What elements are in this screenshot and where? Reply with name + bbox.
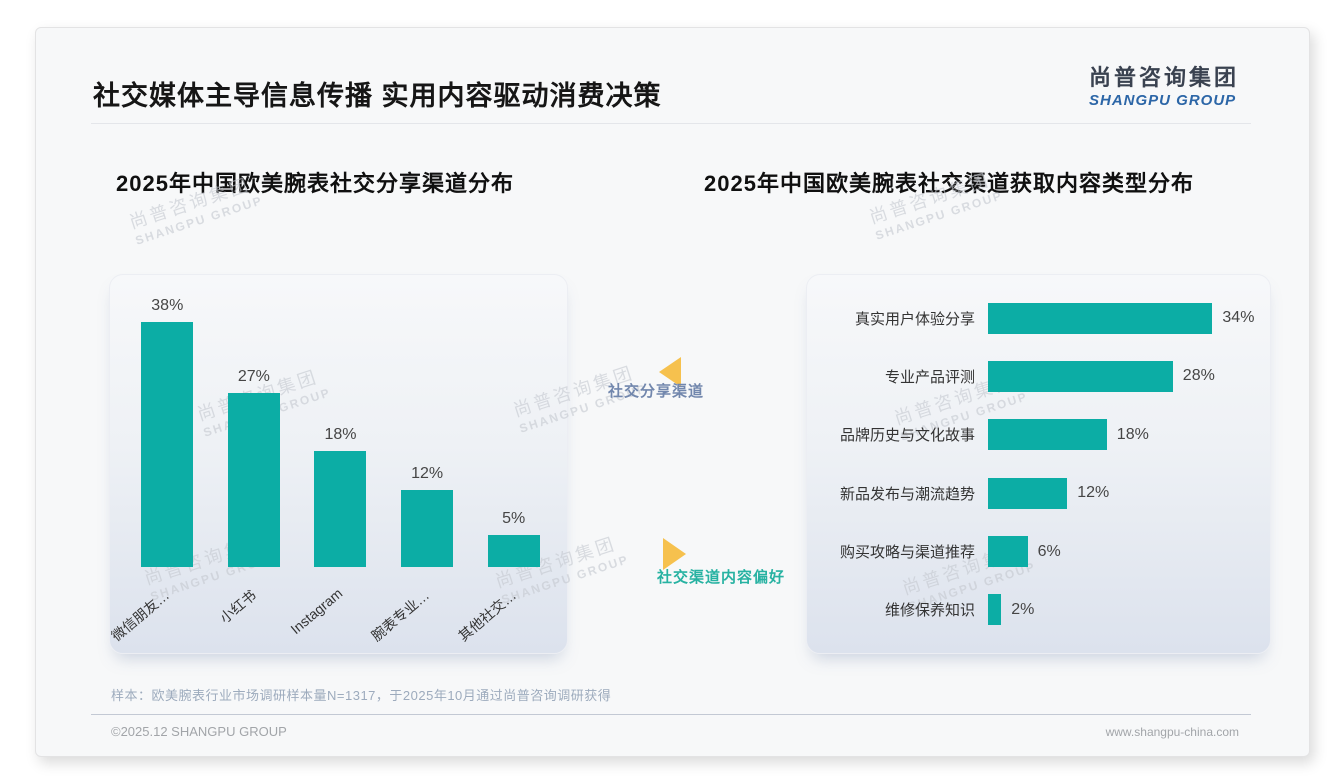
category-label: 小红书 (216, 586, 260, 627)
hbar (988, 594, 1002, 626)
content-preference-annotation: 社交渠道内容偏好 (657, 569, 786, 586)
hbar-value-label: 18% (1116, 425, 1149, 443)
hbar-value-label: 34% (1222, 309, 1255, 326)
arrow-left-icon (659, 357, 681, 387)
hbar (988, 302, 1213, 334)
bar-column: 38% (124, 297, 211, 567)
bar (141, 321, 194, 567)
bar-value-label: 18% (324, 425, 357, 443)
hbar-value-label: 12% (1077, 484, 1110, 502)
bar-value-label: 5% (502, 509, 526, 527)
hbar-value-label: 2% (1011, 600, 1035, 618)
category-cell: 腕表专业… (368, 577, 471, 655)
copyright-text: ©2025.12 SHANGPU GROUP (111, 724, 287, 739)
company-logo: 尚普咨询集团 SHANGPU GROUP (1089, 60, 1239, 109)
bar-column: 5% (470, 510, 557, 567)
hbar (988, 360, 1173, 392)
bar-value-label: 27% (237, 367, 270, 385)
hbar-label: 真实用户体验分享 (854, 310, 975, 328)
bar (314, 450, 367, 567)
category-label: 微信朋友… (108, 586, 173, 645)
hbar (988, 419, 1107, 451)
hbar-row: 新品发布与潮流趋势 12% (827, 468, 1258, 518)
sample-note: 样本：欧美腕表行业市场调研样本量N=1317，于2025年10月通过尚普咨询调研… (111, 688, 612, 703)
website-text: www.shangpu-china.com (1105, 725, 1239, 739)
page-title: 社交媒体主导信息传播 实用内容驱动消费决策 (93, 81, 662, 111)
left-chart-plot: 38% 27% 18% 12% 5% (124, 295, 557, 567)
right-chart-card: 真实用户体验分享 34% 专业产品评测 28% 品牌历史与文化故事 18% 新品发布与潮流趋… (806, 274, 1271, 654)
bar (227, 392, 280, 567)
header-divider (91, 123, 1251, 124)
category-cell: 其他社交… (455, 577, 557, 655)
category-cell: 小红书 (211, 577, 298, 655)
left-chart-categories: 微信朋友… 小红书 Instagram 腕表专业… 其他社交… (109, 577, 557, 655)
hbar-row: 品牌历史与文化故事 18% (827, 410, 1258, 460)
bar (487, 534, 540, 567)
category-cell: Instagram (288, 577, 384, 655)
footer-divider (91, 714, 1251, 715)
left-chart-title: 2025年中国欧美腕表社交分享渠道分布 (116, 171, 514, 196)
share-channel-annotation: 社交分享渠道 (607, 383, 704, 400)
bar-column: 27% (211, 368, 298, 567)
bar-column: 12% (384, 465, 471, 567)
hbar-label: 品牌历史与文化故事 (839, 427, 975, 445)
hbar-label: 维修保养知识 (884, 602, 975, 620)
left-chart-card: 38% 27% 18% 12% 5% 微信朋友… 小红书 Instagram 腕表专业… 其他社… (109, 274, 568, 654)
right-chart-title: 2025年中国欧美腕表社交渠道获取内容类型分布 (704, 171, 1194, 196)
hbar-row: 维修保养知识 2% (827, 585, 1258, 635)
bar-value-label: 38% (151, 296, 184, 314)
hbar (988, 477, 1068, 509)
hbar-row: 购买攻略与渠道推荐 6% (827, 527, 1258, 577)
bar (401, 489, 454, 567)
arrow-right-icon (663, 538, 686, 570)
hbar-label: 购买攻略与渠道推荐 (839, 544, 975, 562)
logo-english-name: SHANGPU GROUP (1088, 92, 1237, 109)
bar-column: 18% (297, 426, 384, 567)
hbar-label: 新品发布与潮流趋势 (839, 485, 975, 503)
hbar-value-label: 28% (1182, 367, 1215, 385)
right-chart-rows: 真实用户体验分享 34% 专业产品评测 28% 品牌历史与文化故事 18% 新品发布与潮流趋… (827, 293, 1258, 635)
hbar-value-label: 6% (1037, 542, 1061, 560)
logo-chinese-name: 尚普咨询集团 (1088, 65, 1239, 90)
hbar (988, 536, 1028, 568)
category-cell: 微信朋友… (109, 577, 211, 655)
hbar-row: 真实用户体验分享 34% (827, 293, 1258, 343)
category-label: Instagram (287, 584, 346, 638)
hbar-label: 专业产品评测 (884, 368, 975, 386)
hbar-row: 专业产品评测 28% (827, 351, 1258, 401)
bar-value-label: 12% (411, 464, 444, 482)
report-slide: 社交媒体主导信息传播 实用内容驱动消费决策 尚普咨询集团 SHANGPU GRO… (35, 27, 1310, 757)
